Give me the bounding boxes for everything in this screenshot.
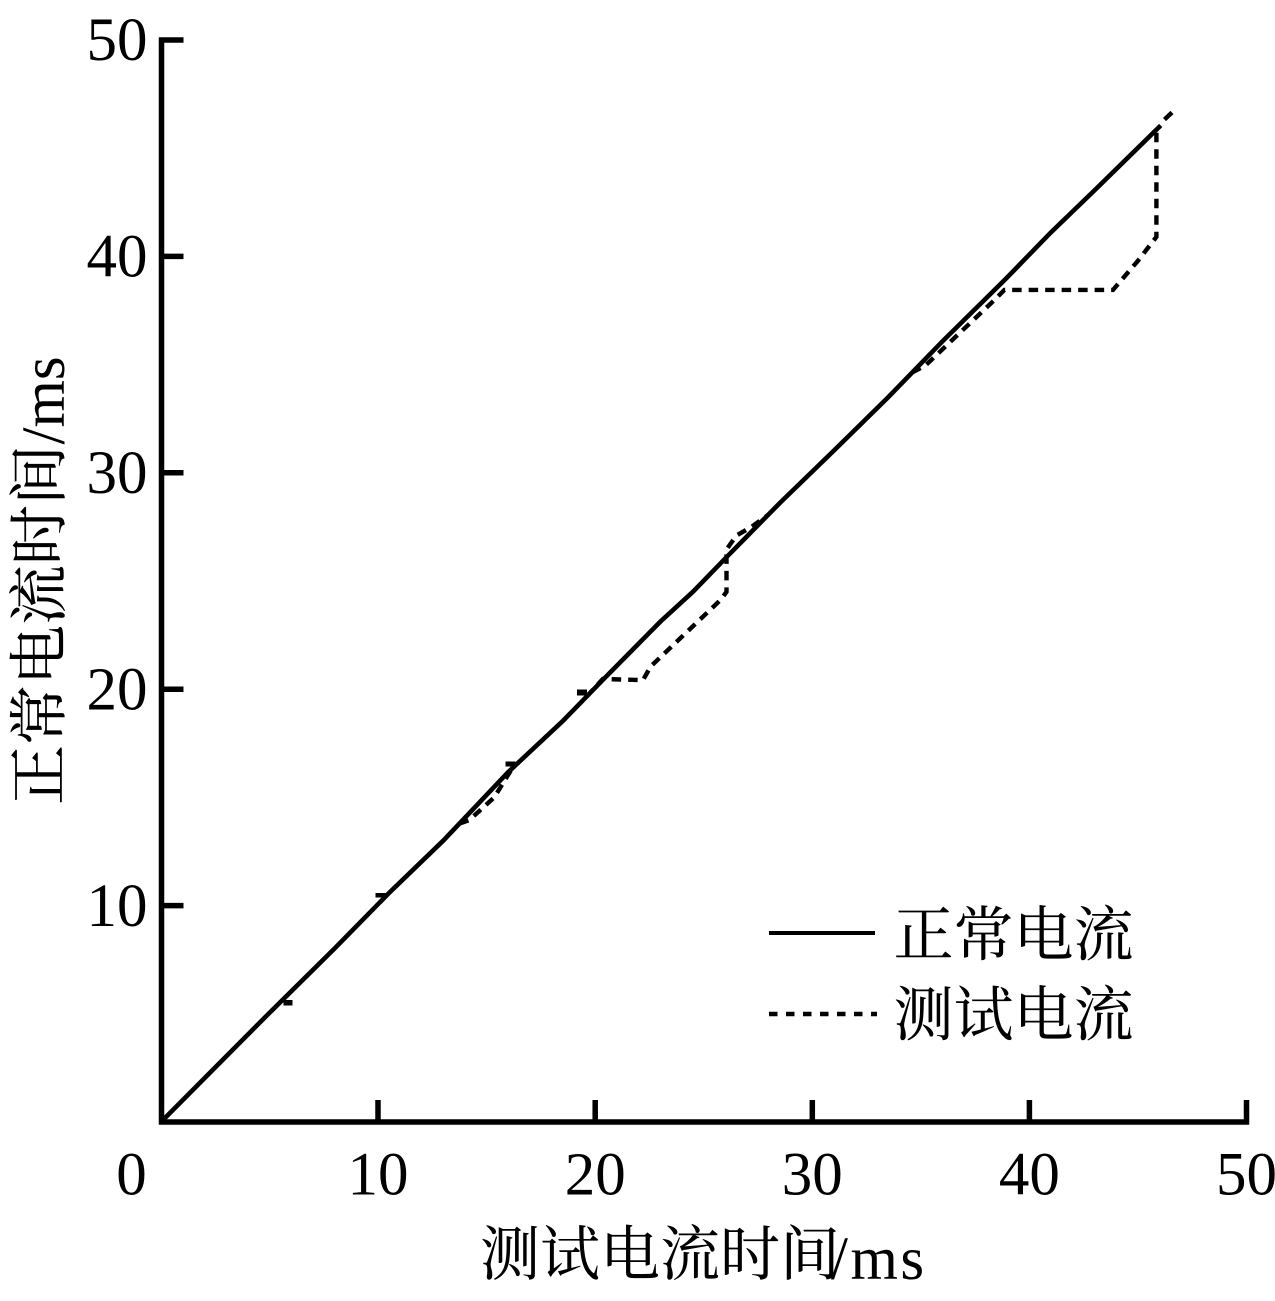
svg-text:0: 0	[116, 1141, 147, 1208]
svg-text:10: 10	[87, 873, 148, 940]
svg-text:/ms: /ms	[831, 1226, 927, 1293]
svg-text:20: 20	[87, 656, 148, 723]
svg-text:30: 30	[782, 1141, 843, 1208]
svg-text:30: 30	[87, 440, 148, 507]
svg-text:40: 40	[87, 224, 148, 291]
svg-text:50: 50	[87, 7, 148, 74]
svg-text:40: 40	[999, 1141, 1060, 1208]
svg-text:/ms: /ms	[11, 356, 78, 444]
svg-text:50: 50	[1216, 1141, 1275, 1208]
svg-text:20: 20	[565, 1141, 626, 1208]
svg-text:10: 10	[348, 1141, 409, 1208]
